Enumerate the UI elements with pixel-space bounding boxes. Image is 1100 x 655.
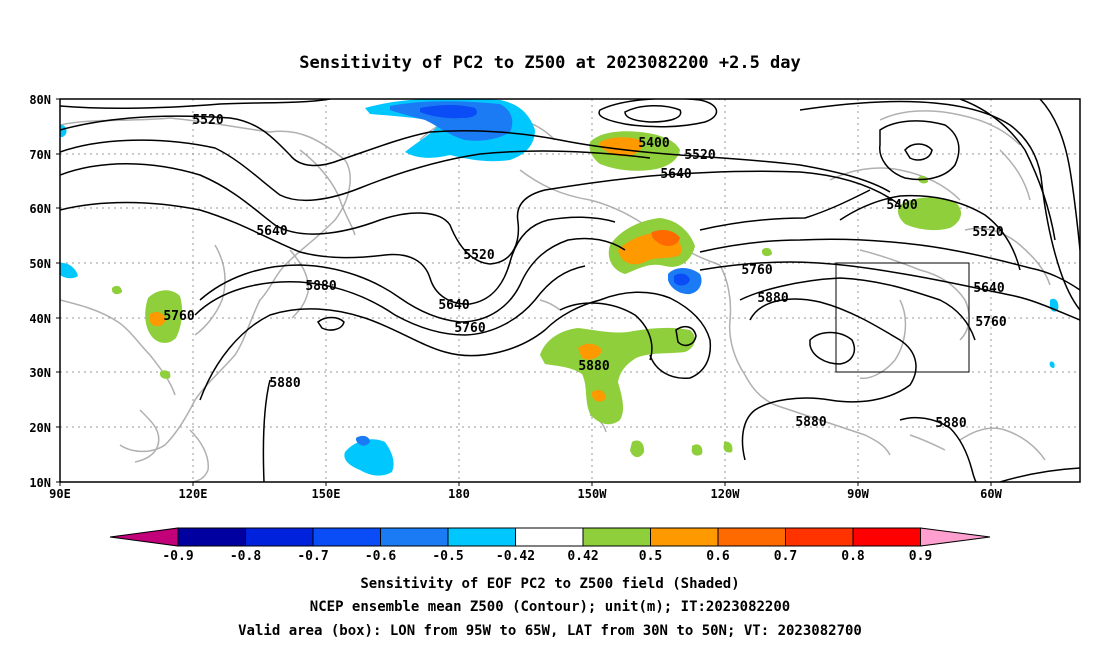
colorbar-cell [245,527,314,547]
lon-label: 150E [312,487,341,501]
negative-region [356,435,370,446]
contour-label: 5760 [741,263,772,278]
contour-label: 5400 [886,198,917,213]
contour-label: 5760 [975,315,1006,330]
lat-label: 70N [29,148,51,162]
lon-label: 90W [847,487,869,501]
sensitivity-shading [60,99,1059,476]
lat-label: 30N [29,366,51,380]
lon-label: 60W [980,487,1002,501]
colorbar-label: -0.6 [365,549,396,564]
map-panel: 5520 5400 5520 5640 5400 5520 5640 5520 … [29,93,1081,501]
lat-axis-labels: 80N 70N 60N 50N 40N 30N 20N 10N [29,93,51,490]
figure-title: Sensitivity of PC2 to Z500 at 2023082200… [299,53,801,73]
map-grid [60,99,1080,482]
colorbar-under-arrow [109,527,179,547]
contour-label: 5640 [256,224,287,239]
contour-labels: 5520 5400 5520 5640 5400 5520 5640 5520 … [163,113,1006,431]
lat-label: 40N [29,312,51,326]
lon-label: 150W [578,487,608,501]
positive-region [112,285,122,295]
contour-label: 5880 [795,415,826,430]
colorbar-label: 0.7 [774,549,797,564]
negative-region [674,273,690,286]
colorbar-cell [650,527,719,547]
contour-label: 5400 [638,136,669,151]
colorbar-cell [785,527,854,547]
positive-region [150,312,166,327]
negative-region [420,105,477,119]
contour-label: 5880 [757,291,788,306]
contour-label: 5640 [660,167,691,182]
colorbar: -0.9 -0.8 -0.7 -0.6 -0.5 -0.42 0.42 0.5 … [109,527,991,564]
contour-label: 5520 [463,248,494,263]
lat-label: 80N [29,93,51,107]
map-frame [59,98,1081,483]
negative-region [344,439,394,476]
colorbar-over-arrow [920,527,991,547]
colorbar-label: -0.7 [297,549,328,564]
colorbar-label: 0.6 [706,549,730,564]
caption-line-2: NCEP ensemble mean Z500 (Contour); unit(… [310,599,790,615]
contour-label: 5520 [684,148,715,163]
positive-region [592,390,606,402]
positive-region [540,327,695,425]
colorbar-label: 0.5 [639,549,662,564]
lat-label: 60N [29,202,51,216]
colorbar-label: 0.42 [567,549,598,564]
positive-region [160,370,171,379]
colorbar-cell [447,527,516,547]
contour-label: 5880 [269,376,300,391]
negative-region [60,262,78,279]
colorbar-label: 0.8 [841,549,865,564]
colorbar-cell [515,527,584,547]
colorbar-label: 0.9 [909,549,932,564]
contour-label: 5880 [305,279,336,294]
contour-label: 5520 [972,225,1003,240]
positive-region [897,197,962,231]
map-ticks [56,98,992,486]
positive-region [600,137,642,157]
lon-label: 90E [49,487,71,501]
positive-region [578,343,602,360]
colorbar-cell [177,527,246,547]
valid-area-box [835,262,970,373]
colorbar-label: -0.5 [432,549,463,564]
positive-region [691,444,703,456]
lat-label: 20N [29,421,51,435]
caption-line-3: Valid area (box): LON from 95W to 65W, L… [238,623,862,639]
colorbar-cell [380,527,449,547]
lat-label: 10N [29,476,51,490]
lon-label: 180 [448,487,470,501]
colorbar-cell [717,527,786,547]
colorbar-label: -0.42 [496,549,535,564]
colorbar-label: -0.8 [230,549,261,564]
contour-label: 5520 [192,113,223,128]
caption-line-1: Sensitivity of EOF PC2 to Z500 field (Sh… [360,576,739,592]
contour-label: 5880 [935,416,966,431]
negative-region [1049,361,1055,368]
colorbar-cell [312,527,381,547]
contour-label: 5640 [438,298,469,313]
lon-axis-labels: 90E 120E 150E 180 150W 120W 90W 60W [49,487,1002,501]
colorbar-cell [852,527,921,547]
contour-label: 5640 [973,281,1004,296]
colorbar-cell [582,527,651,547]
lat-label: 50N [29,257,51,271]
positive-region [651,230,680,246]
contour-label: 5760 [454,321,485,336]
positive-region [723,441,733,453]
colorbar-label: -0.9 [162,549,193,564]
contour-label: 5760 [163,309,194,324]
positive-region [630,440,645,458]
lon-label: 120W [711,487,741,501]
contour-label: 5880 [578,359,609,374]
lon-label: 120E [179,487,208,501]
positive-region [762,247,772,257]
